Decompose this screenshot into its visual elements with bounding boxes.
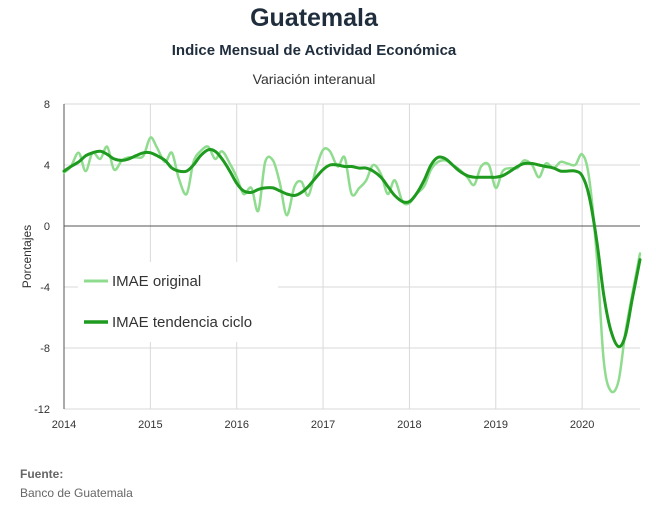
x-tick-label: 2018 [397,419,421,431]
series-line-imae-tendencia-ciclo [62,147,642,349]
source-label: Fuente: [20,467,64,481]
source-text: Banco de Guatemala [20,486,133,500]
y-tick-label: -12 [34,404,50,416]
legend-background [78,262,278,342]
legend-label: IMAE tendencia ciclo [112,314,252,331]
series-line-imae-original [62,136,642,394]
y-tick-label: 4 [44,160,50,172]
x-tick-label: 2019 [484,419,508,431]
grid [63,103,640,410]
x-tick-label: 2017 [311,419,335,431]
chart-title: Guatemala [250,4,378,32]
legend: IMAE original IMAE tendencia ciclo [78,262,278,342]
x-tick-label: 2015 [138,419,162,431]
x-tick-label: 2020 [570,419,594,431]
y-tick-label: -4 [40,282,50,294]
y-tick-label: 8 [44,99,50,111]
y-tick-label: 0 [44,221,50,233]
y-tick-label: -8 [40,343,50,355]
chart-subsubtitle: Variación interanual [252,71,376,87]
chart-subtitle: Indice Mensual de Actividad Económica [171,42,457,59]
x-tick-label: 2014 [52,419,76,431]
legend-label: IMAE original [112,273,201,290]
x-tick-label: 2016 [224,419,248,431]
y-axis-label: Porcentajes [20,225,34,288]
series [62,136,642,394]
